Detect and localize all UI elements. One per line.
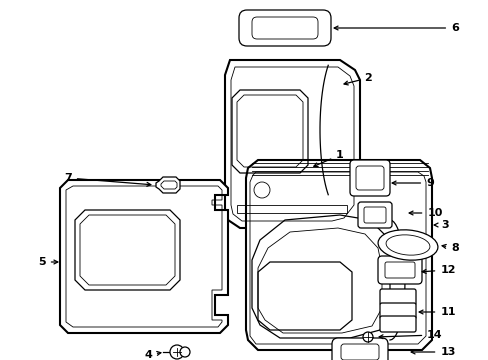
Text: 7: 7 xyxy=(64,173,150,186)
FancyBboxPatch shape xyxy=(379,289,415,305)
Text: 8: 8 xyxy=(441,243,458,253)
Text: 11: 11 xyxy=(418,307,455,317)
Polygon shape xyxy=(245,160,431,350)
Text: 14: 14 xyxy=(378,330,442,340)
Text: 2: 2 xyxy=(344,73,371,85)
Text: 1: 1 xyxy=(313,150,343,167)
Polygon shape xyxy=(224,60,359,228)
Circle shape xyxy=(180,347,190,357)
Circle shape xyxy=(362,332,372,342)
Ellipse shape xyxy=(377,230,437,260)
Text: 4: 4 xyxy=(144,350,161,360)
Polygon shape xyxy=(156,177,180,193)
Circle shape xyxy=(170,345,183,359)
FancyBboxPatch shape xyxy=(239,10,330,46)
FancyBboxPatch shape xyxy=(379,316,415,332)
FancyBboxPatch shape xyxy=(377,256,421,284)
Text: 10: 10 xyxy=(408,208,442,218)
FancyBboxPatch shape xyxy=(379,303,415,319)
Polygon shape xyxy=(60,180,227,333)
Text: 5: 5 xyxy=(38,257,58,267)
Text: 12: 12 xyxy=(421,265,455,275)
Text: 13: 13 xyxy=(410,347,455,357)
Text: 3: 3 xyxy=(433,220,448,230)
Text: 9: 9 xyxy=(391,178,433,188)
FancyBboxPatch shape xyxy=(349,160,389,196)
FancyBboxPatch shape xyxy=(331,338,387,360)
Bar xyxy=(237,205,346,213)
Text: 6: 6 xyxy=(333,23,458,33)
FancyBboxPatch shape xyxy=(357,202,391,228)
